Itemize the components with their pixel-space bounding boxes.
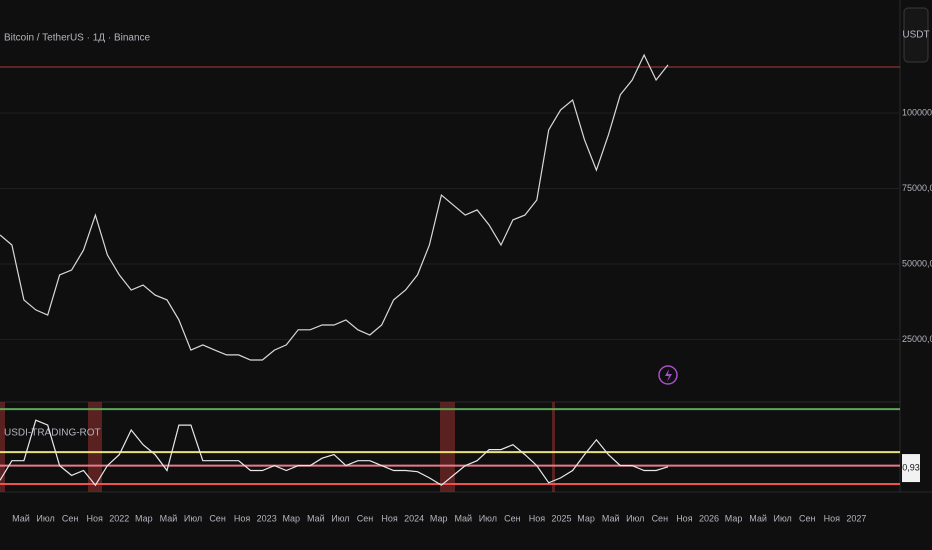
x-tick-label: 2025 [552,513,572,523]
x-tick-label: Сен [357,513,374,523]
x-tick-label: Ноя [381,513,398,523]
x-tick-label: Май [307,513,325,523]
x-tick-label: Мар [577,513,595,523]
signal-zone [440,402,455,492]
x-tick-label: 2024 [404,513,424,523]
x-tick-label: Май [12,513,30,523]
x-tick-label: 2023 [257,513,277,523]
x-tick-label: Май [749,513,767,523]
x-tick-label: 2027 [846,513,866,523]
x-tick-label: Сен [209,513,226,523]
x-tick-label: Июл [36,513,54,523]
last-value-box [902,454,920,483]
x-tick-label: Мар [135,513,153,523]
y-tick-label: 100000,00 [902,107,932,117]
x-tick-label: Ноя [87,513,104,523]
x-tick-label: Сен [62,513,79,523]
x-tick-label: 2026 [699,513,719,523]
signal-zone [0,402,5,492]
x-tick-label: Мар [282,513,300,523]
x-tick-label: Июл [479,513,497,523]
symbol-title: Bitcoin / TetherUS · 1Д · Binance [4,33,151,44]
x-tick-label: Май [160,513,178,523]
x-tick-label: Май [602,513,620,523]
x-tick-label: Июл [184,513,202,523]
alert-icon[interactable] [658,365,678,385]
x-tick-label: Май [454,513,472,523]
y-tick-label: 75000,00 [902,183,932,193]
y-tick-label: 25000,00 [902,334,932,344]
x-tick-label: Июл [774,513,792,523]
y-tick-label: 50000,00 [902,258,932,268]
currency-button[interactable] [903,7,929,63]
x-tick-label: 2022 [109,513,129,523]
x-tick-label: Июл [626,513,644,523]
x-tick-label: Сен [652,513,669,523]
indicator-title: USDI-TRADING-ROT [4,428,101,439]
x-tick-label: Ноя [824,513,841,523]
series-line [0,419,669,487]
last-value-label: 0,93 [902,462,920,472]
signal-zone [88,402,102,492]
currency-label[interactable]: USDT [902,30,929,41]
x-tick-label: Ноя [529,513,546,523]
x-tick-label: Ноя [234,513,251,523]
x-tick-label: Июл [331,513,349,523]
x-tick-label: Мар [725,513,743,523]
x-tick-label: Сен [504,513,521,523]
series-line [0,53,669,361]
x-tick-label: Мар [430,513,448,523]
x-tick-label: Сен [799,513,816,523]
x-tick-label: Ноя [676,513,693,523]
signal-zone [552,402,555,492]
lightning-icon [665,369,672,382]
